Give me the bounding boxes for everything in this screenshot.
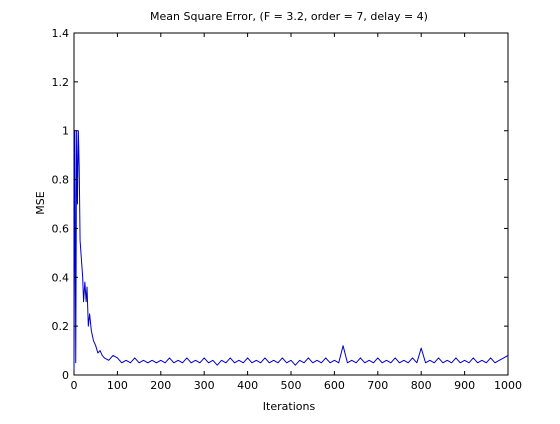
x-tick-label: 600	[324, 379, 345, 392]
x-tick-label: 0	[71, 379, 78, 392]
y-tick-label: 1.2	[52, 76, 70, 89]
y-tick-label: 0.2	[52, 320, 70, 333]
series-line	[73, 130, 509, 371]
chart-title: Mean Square Error, (F = 3.2, order = 7, …	[150, 10, 428, 23]
x-axis-label: Iterations	[263, 400, 316, 413]
plot-area: 0 100 200 300 400 500 600 700 800 900 1000 0 0.2 0.4 0…	[52, 27, 523, 392]
y-tick-label: 0	[62, 369, 69, 382]
x-tick-label: 500	[281, 379, 302, 392]
y-axis-label: MSE	[34, 191, 47, 214]
x-tick-label: 900	[454, 379, 475, 392]
y-tick-label: 0.8	[52, 174, 70, 187]
y-tick-label: 1.4	[52, 27, 70, 40]
x-tick-label: 700	[367, 379, 388, 392]
x-tick-label: 1000	[494, 379, 522, 392]
y-tick-label: 0.4	[52, 271, 70, 284]
x-tick-label: 100	[107, 379, 128, 392]
x-tick-label: 800	[411, 379, 432, 392]
x-tick-label: 400	[237, 379, 258, 392]
y-tick-label: 0.6	[52, 222, 70, 235]
x-tick-label: 300	[194, 379, 215, 392]
x-tick-label: 200	[150, 379, 171, 392]
y-tick-label: 1	[62, 125, 69, 138]
